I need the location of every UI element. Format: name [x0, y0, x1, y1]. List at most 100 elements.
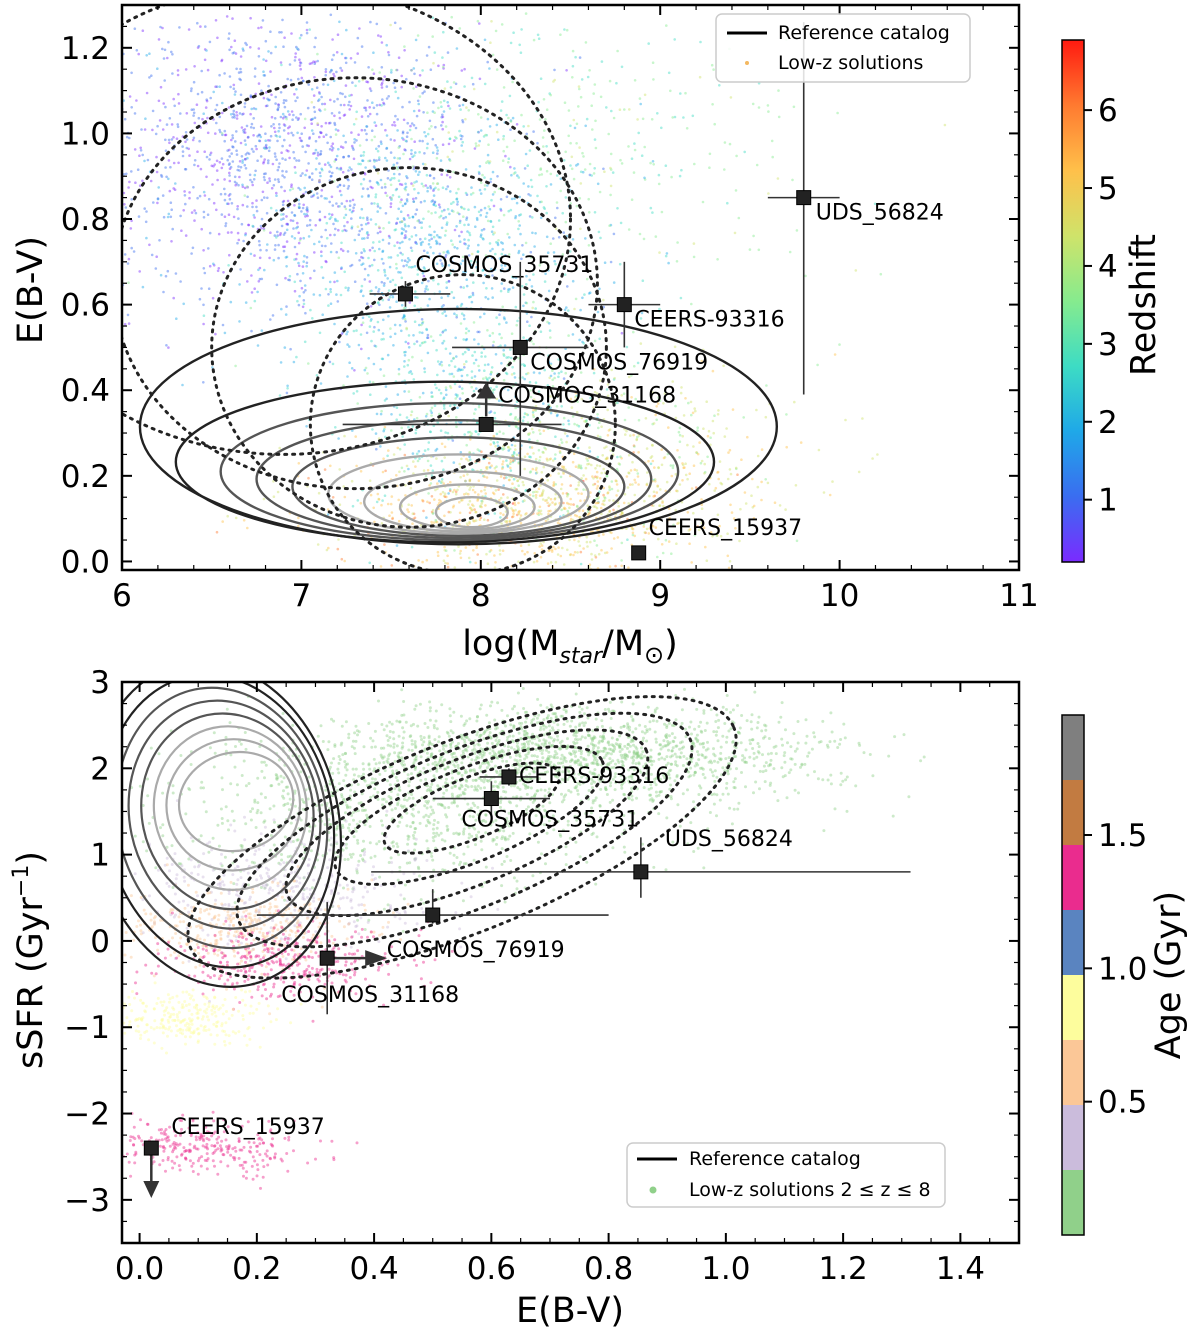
marker: [616, 297, 632, 313]
age-colorbar-segment: [1062, 715, 1084, 780]
redshift-tick-label: 6: [1098, 93, 1118, 129]
point-label: CEERS-93316: [634, 308, 784, 333]
age-colorbar-segment: [1062, 1105, 1084, 1170]
redshift-tick-label: 4: [1098, 249, 1118, 285]
point-label: UDS_56824: [816, 201, 944, 226]
age-colorbar: [1062, 715, 1084, 1235]
point-label: COSMOS_31168: [281, 983, 459, 1008]
bottom-y-tick-label: −3: [64, 1183, 110, 1219]
bottom-x-tick-label: 0.0: [115, 1251, 164, 1287]
top-y-tick-label: 0.0: [61, 544, 110, 580]
bottom-y-tick-label: −1: [64, 1010, 110, 1046]
bottom-point-cosmos-35731: COSMOS_35731: [432, 781, 639, 833]
redshift-colorbar: [1061, 39, 1085, 563]
marker: [397, 286, 413, 302]
marker: [319, 950, 335, 966]
legend-entry-reference: Reference catalog: [778, 22, 950, 44]
point-label: COSMOS_35731: [415, 253, 593, 278]
top-legend: Reference catalog Low-z solutions: [715, 13, 971, 83]
redshift-tick-label: 5: [1098, 171, 1118, 207]
bottom-x-axis-label: E(B-V): [516, 1291, 624, 1331]
age-colorbar-segment: [1062, 975, 1084, 1040]
bottom-y-tick-label: 2: [90, 751, 110, 787]
age-colorbar-segment: [1062, 845, 1084, 910]
top-point-ceers-93316: CEERS-93316: [588, 261, 785, 348]
bottom-point-ceers-93316: CEERS-93316: [479, 764, 669, 789]
top-y-tick-label: 1.2: [61, 31, 110, 67]
top-x-tick-label: 9: [650, 578, 670, 614]
age-colorbar-segment: [1062, 780, 1084, 845]
bottom-point-cosmos-31168: COSMOS_31168: [281, 902, 459, 1015]
bottom-panel: CEERS-93316 COSMOS_35731 UDS_56824 COSMOS_7…: [9, 665, 1189, 1331]
top-x-tick-label: 10: [820, 578, 859, 614]
bottom-y-tick-label: −2: [64, 1097, 110, 1133]
bottom-point-cosmos-76919: COSMOS_76919: [256, 889, 609, 963]
point-label: CEERS_15937: [649, 516, 802, 541]
age-tick-label: 1.0: [1098, 951, 1147, 987]
redshift-colorbar-label: Redshift: [1124, 234, 1164, 376]
reference-catalog-contours: [122, 5, 779, 570]
age-colorbar-segment: [1062, 1040, 1084, 1105]
age-colorbar-segment: [1062, 910, 1084, 975]
top-galaxy-points: UDS_56824 COSMOS_35731 CEERS-93316 COSMOS_7…: [342, 22, 944, 561]
age-tick-label: 0.5: [1098, 1085, 1147, 1121]
bottom-y-axis-label: sSFR (Gyr−1): [9, 851, 51, 1069]
legend-dot-icon: [745, 61, 749, 65]
bottom-x-tick-label: 0.8: [584, 1251, 633, 1287]
age-colorbar-segment: [1062, 1170, 1084, 1235]
top-axes-frame: [120, 3, 1021, 572]
arrow-head: [476, 382, 497, 399]
redshift-tick-label: 1: [1098, 483, 1118, 519]
redshift-tick-label: 2: [1098, 405, 1118, 441]
bottom-y-tick-label: 0: [90, 924, 110, 960]
bottom-y-tick-label: 1: [90, 838, 110, 874]
redshift-colorbar-ticks: 1 2 3 4 5 6: [1084, 93, 1118, 519]
bottom-point-uds-56824: UDS_56824: [371, 827, 911, 898]
reference-catalog-contours-bottom: [122, 682, 738, 988]
point-label: COSMOS_31168: [498, 383, 676, 408]
arrow-head: [143, 1181, 160, 1199]
top-x-tick-label: 6: [112, 578, 132, 614]
bottom-x-tick-label: 0.6: [467, 1251, 516, 1287]
point-label: CEERS_15937: [171, 1115, 324, 1140]
top-x-axis-label: log(Mstar/M⊙): [462, 624, 678, 669]
top-point-ceers-15937: CEERS_15937: [631, 516, 802, 561]
bottom-x-tick-label: 0.2: [232, 1251, 281, 1287]
bottom-x-tick-label: 1.4: [936, 1251, 985, 1287]
marker: [478, 416, 494, 432]
point-label: COSMOS_76919: [387, 938, 565, 963]
legend-entry-lowz: Low-z solutions 2 ≤ z ≤ 8: [689, 1179, 931, 1201]
marker: [143, 1140, 159, 1156]
top-y-axis-label: E(B-V): [11, 236, 51, 344]
bottom-colorbar: 0.5 1.0 1.5 Age (Gyr): [1061, 714, 1189, 1236]
top-y-tick-label: 0.6: [61, 288, 110, 324]
top-y-tick-label: 0.8: [61, 202, 110, 238]
bottom-y-tick-label: 3: [90, 665, 110, 701]
redshift-tick-label: 3: [1098, 327, 1118, 363]
top-x-tick-label: 11: [999, 578, 1038, 614]
top-point-uds-56824: UDS_56824: [767, 22, 944, 395]
bottom-x-tick-label: 1.0: [701, 1251, 750, 1287]
marker: [512, 339, 528, 355]
top-point-cosmos-35731: COSMOS_35731: [369, 253, 593, 307]
age-tick-label: 1.5: [1098, 818, 1147, 854]
point-label: COSMOS_76919: [530, 350, 708, 375]
top-y-tick-label: 0.2: [61, 459, 110, 495]
marker: [425, 907, 441, 923]
top-x-tick-label: 7: [292, 578, 312, 614]
legend-entry-reference: Reference catalog: [689, 1148, 861, 1170]
bottom-axis-ticks: 0.0 0.2 0.4 0.6 0.8 1.0 1.2 1.4 −3 −2 −1 0 1 2 3: [64, 665, 1019, 1287]
marker: [633, 864, 649, 880]
top-y-tick-label: 1.0: [61, 116, 110, 152]
legend-entry-lowz: Low-z solutions: [778, 52, 923, 74]
top-axis-ticks: 6 7 8 9 10 11 0.0 0.2 0.4 0.6 0.8 1.0 1.2: [61, 5, 1039, 614]
point-label: UDS_56824: [665, 827, 793, 852]
bottom-legend: Reference catalog Low-z solutions 2 ≤ z …: [626, 1142, 946, 1208]
point-label: CEERS-93316: [519, 764, 669, 789]
top-x-tick-label: 8: [471, 578, 491, 614]
top-colorbar: 1 2 3 4 5 6 Redshift: [1061, 39, 1164, 563]
bottom-x-tick-label: 0.4: [349, 1251, 398, 1287]
legend-dot-icon: [649, 1186, 657, 1194]
top-point-cosmos-31168: COSMOS_31168: [342, 382, 676, 432]
